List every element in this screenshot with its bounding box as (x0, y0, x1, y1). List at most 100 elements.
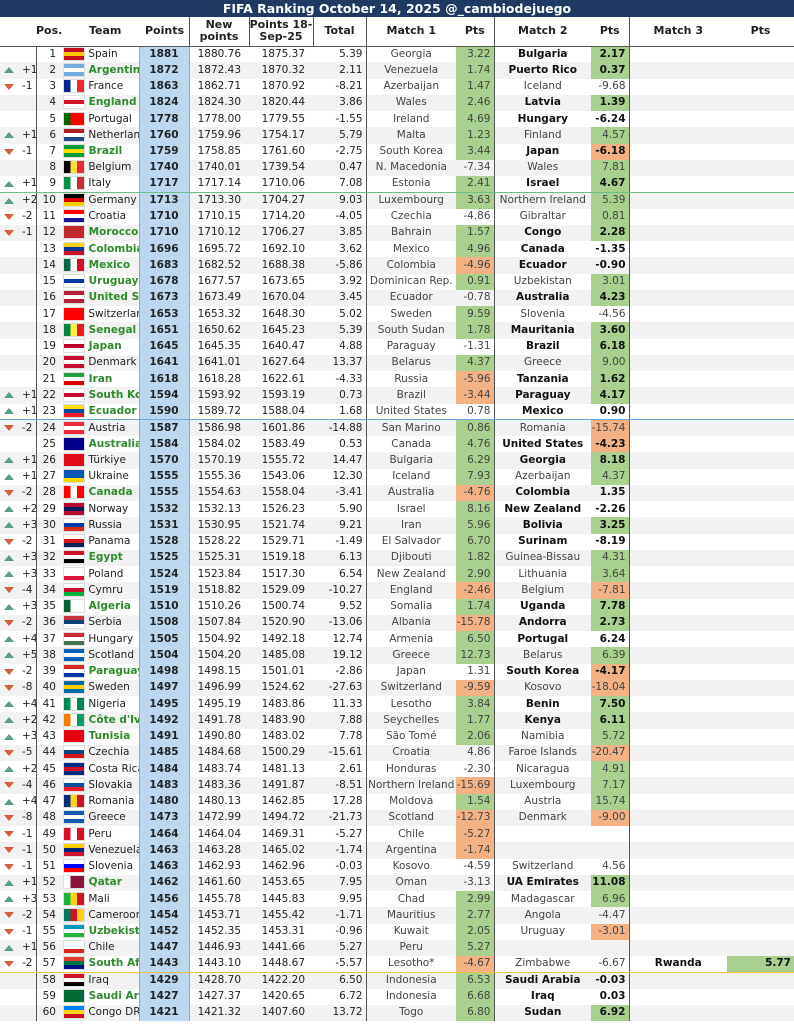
match3-opponent (629, 696, 727, 712)
rank-change: -1 (0, 826, 36, 842)
team-name: England (88, 96, 137, 109)
match2-opponent: Bulgaria (517, 47, 568, 60)
arrow-up-icon (4, 457, 14, 464)
match2-opponent: Zimbabwe (494, 956, 591, 973)
new-points: 1584.02 (197, 437, 241, 450)
rank-change: +1 (0, 403, 36, 421)
rank-change-value: +3 (22, 518, 36, 531)
match1-pts: -4.96 (456, 257, 495, 274)
new-points: 1483.74 (197, 762, 241, 775)
match2-opponent: Japan (526, 145, 560, 158)
total: 2.11 (313, 62, 367, 79)
table-row: -4 46 Slovakia 1483 1483.36 1491.87 -8.5… (0, 777, 794, 794)
rank-change-value: -4 (22, 778, 33, 791)
match2-pts: -0.90 (591, 257, 630, 274)
position: 38 (35, 647, 59, 664)
match3-opponent (629, 664, 727, 680)
new-points: 1480.13 (197, 795, 241, 808)
match1-pts: -1.74 (456, 842, 495, 859)
table-row: +3 43 Tunisia 1491 1490.80 1483.02 7.78 … (0, 728, 794, 745)
header-change (0, 17, 36, 47)
points-prev: 1519.18 (249, 549, 313, 566)
match2-pts (591, 842, 630, 859)
team: Denmark (59, 354, 139, 371)
match3-opponent (629, 176, 727, 193)
match3-opponent (629, 599, 727, 615)
team-name: Chile (88, 941, 115, 954)
match1-pts: 4.76 (456, 436, 495, 453)
match2-opponent (494, 842, 591, 859)
table-row: +3 32 Egypt 1525 1525.31 1519.18 6.13 Dj… (0, 549, 794, 566)
points: 1480 (138, 793, 190, 810)
team-name: Iran (88, 372, 113, 385)
rank-change-value: -2 (22, 421, 33, 434)
rank-change: -2 (0, 956, 36, 973)
points-prev: 1483.90 (249, 712, 313, 729)
new-points: 1872.43 (189, 62, 249, 79)
match1-pts: 2.99 (456, 891, 495, 908)
points: 1483 (138, 777, 190, 794)
position: 60 (35, 1004, 59, 1021)
match3-pts (727, 452, 794, 469)
rank-change: -1 (0, 224, 36, 241)
team: South Korea (59, 387, 139, 404)
flag-icon (63, 62, 85, 77)
match2-pts: 2.17 (591, 46, 630, 63)
team: Slovenia (59, 859, 139, 875)
match1-opponent: Mauritius (366, 907, 456, 924)
total: -8.21 (313, 78, 367, 95)
match1-pts: -7.34 (456, 159, 495, 176)
team: Italy (59, 176, 139, 193)
match1-pts: -0.78 (456, 289, 495, 306)
flag-icon (63, 436, 85, 451)
rank-change-value: -2 (22, 908, 33, 921)
points-prev: 1754.17 (249, 127, 313, 144)
match2-opponent: Wales (494, 159, 591, 176)
rank-change-value: -4 (22, 583, 33, 596)
page-title: FIFA Ranking October 14, 2025 @_cambiode… (0, 0, 794, 17)
header-points: Points (139, 17, 189, 47)
team-name: South Korea (88, 388, 139, 401)
total: -21.73 (313, 809, 367, 826)
table-row: +4 47 Romania 1480 1480.13 1462.85 17.28… (0, 793, 794, 810)
match3-pts (727, 712, 794, 729)
team-name: Australia (88, 437, 139, 450)
flag-icon (63, 1005, 85, 1020)
match3-pts (727, 436, 794, 452)
match2-opponent: Denmark (494, 809, 591, 826)
team-name: Senegal (88, 323, 137, 336)
points-prev: 1500.74 (261, 600, 305, 613)
team: Peru (59, 826, 139, 842)
points-prev: 1455.42 (249, 907, 313, 924)
position: 9 (35, 176, 59, 193)
match2-pts: -20.47 (591, 744, 630, 761)
match1-pts: 4.69 (456, 111, 495, 128)
points-prev: 1501.01 (261, 665, 305, 678)
table-row: -2 39 Paraguay 1498 1498.15 1501.01 -2.8… (0, 663, 794, 680)
team-name: Serbia (88, 616, 122, 629)
flag-icon (63, 241, 85, 256)
rank-change-value: +2 (22, 194, 36, 207)
match1-pts: 3.22 (456, 46, 495, 63)
points: 1531 (138, 517, 190, 534)
table-row: -1 3 France 1863 1862.71 1870.92 -8.21 A… (0, 78, 794, 95)
match1-opponent: Croatia (366, 744, 456, 761)
arrow-down-icon (4, 847, 14, 854)
flag-icon (63, 940, 85, 955)
flag-icon (63, 111, 85, 126)
match1-pts: -9.59 (456, 679, 495, 696)
position: 27 (35, 468, 59, 485)
team-name: Algeria (88, 600, 131, 613)
header-total: Total (312, 17, 367, 47)
match2-pts: 9.00 (591, 354, 630, 371)
position: 44 (35, 744, 59, 761)
rank-change-value: -1 (22, 860, 33, 873)
total: 6.50 (313, 972, 367, 989)
rank-change-value: +1 (22, 177, 36, 190)
table-row: 8 Belgium 1740 1740.01 1739.54 0.47 N. M… (0, 159, 794, 176)
points: 1524 (138, 566, 190, 583)
new-points: 1428.70 (189, 972, 249, 989)
new-points: 1532.13 (197, 502, 241, 515)
match1-opponent: New Zealand (376, 567, 446, 580)
new-points: 1618.28 (197, 372, 241, 385)
